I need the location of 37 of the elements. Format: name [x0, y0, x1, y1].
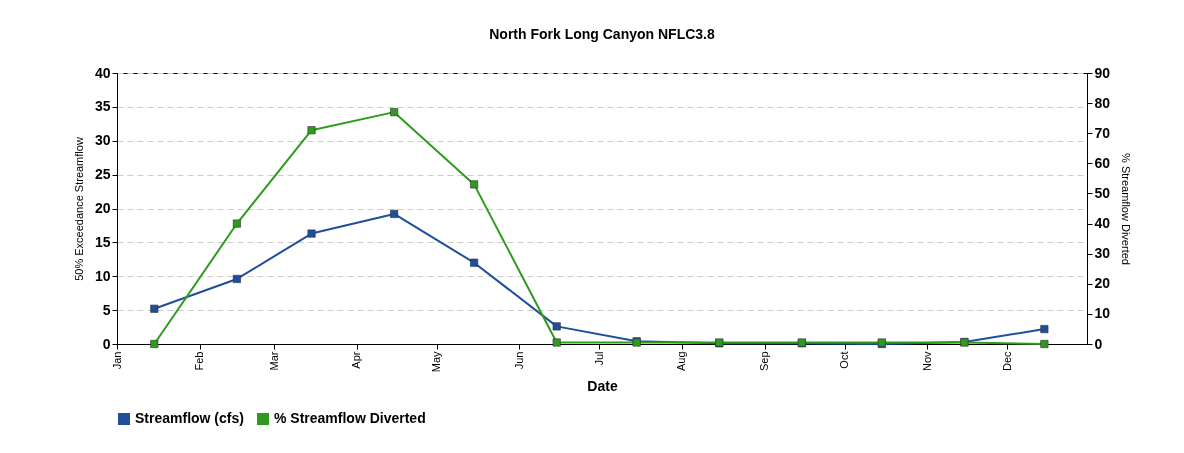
x-tick-label: Sep	[758, 351, 771, 372]
x-tick-label: Feb	[193, 351, 206, 371]
x-tick-label: Jan	[110, 351, 123, 370]
y-tick-label: 40	[94, 64, 111, 81]
y-tick-label: 10	[94, 267, 111, 284]
y-tick-label: 25	[94, 166, 111, 183]
x-tick-label: Jun	[512, 351, 525, 370]
y2-axis-title: % Streamflow Diverted	[1120, 153, 1133, 265]
y2-tick-label: 10	[1094, 305, 1111, 322]
y2-tick-label: 60	[1094, 154, 1111, 171]
y-tick-label: 0	[102, 335, 111, 352]
y2-tick-label: 50	[1094, 184, 1111, 201]
y-tick-label: 5	[102, 301, 111, 318]
x-tick-label: Mar	[267, 351, 280, 371]
x-tick-label: Dec	[1000, 351, 1013, 372]
x-tick-label: Nov	[920, 351, 933, 372]
y-tick-label: 35	[94, 98, 111, 115]
legend-label: % Streamflow Diverted	[274, 410, 426, 426]
y-axis-title: 50% Exceedance Streamflow	[72, 137, 85, 281]
x-tick-label: Apr	[350, 351, 363, 369]
y2-tick-label: 0	[1094, 335, 1103, 352]
y-tick-label: 15	[94, 233, 111, 250]
y2-tick-label: 30	[1094, 245, 1111, 262]
y2-tick-label: 90	[1094, 64, 1111, 81]
y2-tick-label: 80	[1094, 94, 1111, 111]
y-tick-label: 30	[94, 132, 111, 149]
y2-tick-label: 70	[1094, 124, 1111, 141]
x-tick-label: Oct	[838, 351, 850, 369]
chart-title: North Fork Long Canyon NFLC3.8	[489, 26, 715, 42]
y2-tick-label: 40	[1094, 215, 1111, 232]
x-tick-label: Aug	[675, 351, 688, 372]
y2-tick-label: 20	[1094, 275, 1111, 292]
x-tick-label: Jul	[592, 351, 605, 366]
x-tick-label: May	[430, 351, 443, 373]
y-tick-label: 20	[94, 200, 111, 216]
x-axis-title: Date	[587, 378, 618, 395]
legend-label: Streamflow (cfs)	[135, 410, 244, 426]
